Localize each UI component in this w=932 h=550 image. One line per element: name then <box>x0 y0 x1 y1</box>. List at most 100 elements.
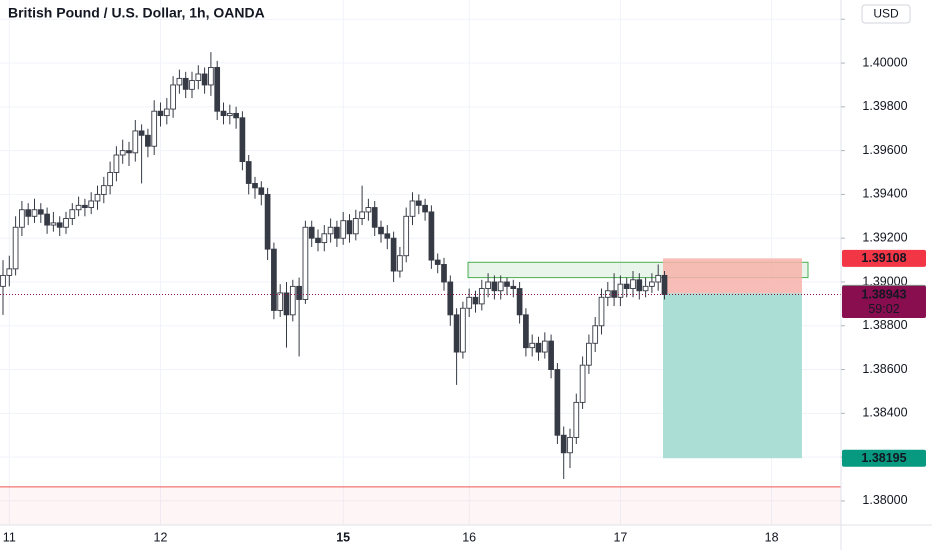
candle-body <box>0 274 6 287</box>
candle-body <box>119 150 126 156</box>
candle-body <box>535 342 542 353</box>
candle-body <box>170 84 176 110</box>
candle-body <box>397 255 403 272</box>
candle-body <box>365 207 372 213</box>
candle-body <box>277 292 284 311</box>
candle-body <box>12 226 19 270</box>
price-badge <box>842 249 926 267</box>
candle-body <box>655 274 662 283</box>
candle-body <box>579 364 586 403</box>
candle-body <box>554 369 561 436</box>
y-tick-label: 1.38000 <box>862 493 907 507</box>
y-tick-label: 1.39000 <box>862 274 907 288</box>
axes: 1.402001.400001.398001.396001.394001.392… <box>3 12 926 544</box>
currency-button[interactable] <box>861 4 911 24</box>
candle-body <box>182 77 189 90</box>
countdown: 59:02 <box>868 302 899 316</box>
candle-body <box>56 222 63 228</box>
candle-body <box>453 314 460 353</box>
y-tick-label: 1.39600 <box>862 143 907 157</box>
y-tick-label: 1.38400 <box>862 406 907 420</box>
candle-body <box>6 268 13 276</box>
candle-body <box>636 279 643 292</box>
candle-body <box>623 283 630 290</box>
candle-body <box>441 264 447 283</box>
candle-body <box>340 220 347 239</box>
candle-body <box>352 218 359 235</box>
candle-body <box>296 285 302 300</box>
candle-body <box>151 110 158 147</box>
y-tick-label: 1.38800 <box>862 318 907 332</box>
candle-body <box>485 281 491 290</box>
candle-body <box>649 281 655 287</box>
candle-body <box>75 204 82 211</box>
candle-body <box>529 342 536 349</box>
candle-body <box>378 226 384 235</box>
candle-body <box>573 401 580 438</box>
candle-body <box>19 209 25 228</box>
candle-body <box>107 172 113 187</box>
candle-body <box>126 150 132 154</box>
candle-body <box>415 200 422 206</box>
candle-body <box>82 204 88 208</box>
candle-body <box>69 209 76 219</box>
candle-body <box>176 77 183 86</box>
candle-body <box>504 281 510 287</box>
candle-body <box>302 226 309 300</box>
candle-body <box>113 154 120 173</box>
candle-body <box>138 130 145 136</box>
chart-title: British Pound / U.S. Dollar, 1h, OANDA <box>8 5 265 21</box>
candle-body <box>617 283 624 298</box>
candle-body <box>548 340 554 371</box>
candle-body <box>37 209 44 215</box>
candle-body <box>541 340 548 353</box>
y-tick-label: 1.39800 <box>862 99 907 113</box>
candle-body <box>384 233 391 239</box>
candle-body <box>611 290 617 298</box>
candle-body <box>460 307 466 353</box>
currency-label[interactable]: USD <box>873 7 899 21</box>
y-tick-label: 1.39200 <box>862 230 907 244</box>
candle-body <box>434 259 441 265</box>
candle-body <box>88 200 95 208</box>
support-area <box>0 486 841 525</box>
candle-body <box>195 73 202 82</box>
candle-body <box>252 183 258 189</box>
candle-body <box>208 66 214 86</box>
candle-body <box>359 211 365 219</box>
candle-body <box>478 288 485 305</box>
price-badge <box>842 449 926 467</box>
candle-body <box>315 237 321 244</box>
candle-body <box>428 211 435 261</box>
candle-body <box>226 112 233 117</box>
candle-body <box>100 185 107 195</box>
candle-body <box>63 218 69 228</box>
candle-body <box>334 226 340 239</box>
candle-body <box>560 434 567 454</box>
candle-body <box>220 110 227 117</box>
candle-body <box>233 112 239 119</box>
candle-body <box>145 134 151 147</box>
candle-body <box>245 161 252 184</box>
y-tick-label: 1.38600 <box>862 362 907 376</box>
candle-body <box>132 130 139 154</box>
candle-body <box>516 288 523 316</box>
candle-body <box>523 314 529 349</box>
candle-body <box>289 285 296 316</box>
candle-body <box>239 117 246 163</box>
candle-body <box>422 204 428 213</box>
candle-body <box>189 80 195 90</box>
candle-body <box>567 436 573 454</box>
candle-body <box>409 200 416 217</box>
candle-body <box>271 248 277 311</box>
candle-body <box>371 207 378 228</box>
x-tick-label: 18 <box>765 530 779 544</box>
candle-body <box>491 281 498 292</box>
candle-body <box>321 233 328 244</box>
x-tick-label: 15 <box>336 530 350 544</box>
candle-body <box>157 110 164 117</box>
candle-body <box>592 325 599 344</box>
plot-area <box>0 0 841 525</box>
candle-body <box>630 279 636 290</box>
